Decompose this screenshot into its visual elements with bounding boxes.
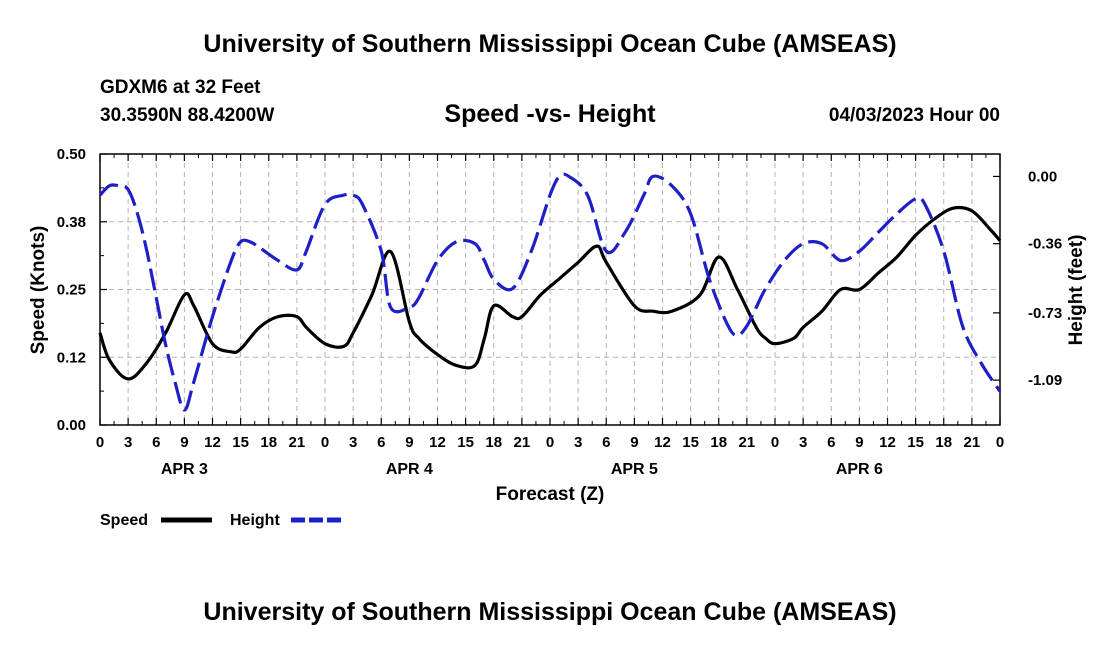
x-tick-label: 0 xyxy=(321,434,329,451)
x-tick-label: 3 xyxy=(349,434,357,451)
chart-title: Speed -vs- Height xyxy=(444,100,656,128)
y-right-tick-label: -1.09 xyxy=(1028,372,1062,389)
series-line-speed xyxy=(98,205,1002,381)
series-line-height xyxy=(98,172,1002,412)
axis-ticks xyxy=(99,153,1001,426)
y-right-tick-label: 0.00 xyxy=(1028,168,1057,185)
x-tick-label: 9 xyxy=(180,434,188,451)
x-tick-label: 0 xyxy=(996,434,1004,451)
y-right-tick-label: -0.73 xyxy=(1028,305,1062,322)
coords-label: 30.3590N 88.4200W xyxy=(100,105,275,126)
y-right-tick-label: -0.36 xyxy=(1028,236,1062,253)
x-tick-label: 12 xyxy=(879,434,896,451)
x-tick-label: 6 xyxy=(152,434,160,451)
x-tick-label: 9 xyxy=(855,434,863,451)
x-tick-label: 18 xyxy=(485,434,502,451)
x-tick-label: 0 xyxy=(546,434,554,451)
series xyxy=(98,172,1002,412)
y-axis-right-label: Height (feet) xyxy=(1066,235,1087,346)
x-day-label: APR 5 xyxy=(611,461,658,478)
x-tick-label: 18 xyxy=(710,434,727,451)
y-axis-left-label: Speed (Knots) xyxy=(28,226,49,355)
legend-height-label: Height xyxy=(230,512,280,529)
grid xyxy=(100,154,1000,425)
legend-speed-label: Speed xyxy=(100,512,148,529)
x-tick-label: 9 xyxy=(630,434,638,451)
x-tick-label: 6 xyxy=(602,434,610,451)
x-day-label: APR 3 xyxy=(161,461,208,478)
x-tick-label: 6 xyxy=(377,434,385,451)
x-tick-label: 21 xyxy=(964,434,981,451)
x-tick-label: 3 xyxy=(124,434,132,451)
x-day-label: APR 4 xyxy=(386,461,433,478)
y-left-tick-label: 0.25 xyxy=(57,282,86,299)
x-tick-label: 21 xyxy=(514,434,531,451)
x-tick-label: 0 xyxy=(96,434,104,451)
x-day-label: APR 6 xyxy=(836,461,883,478)
x-tick-label: 9 xyxy=(405,434,413,451)
x-tick-label: 3 xyxy=(799,434,807,451)
x-axis-label: Forecast (Z) xyxy=(496,484,605,505)
y-left-tick-label: 0.50 xyxy=(57,146,86,163)
x-tick-label: 12 xyxy=(429,434,446,451)
x-tick-label: 6 xyxy=(827,434,835,451)
axis-labels: 0 3 6 9 12 15 18 21 0 3 6 9 12 15 18 21 0 3 6 9 12 15 18 21 0 3 6 9… xyxy=(57,146,1062,478)
x-tick-label: 15 xyxy=(457,434,474,451)
x-tick-label: 15 xyxy=(232,434,249,451)
y-left-tick-label: 0.00 xyxy=(57,417,86,434)
title-top: University of Southern Mississippi Ocean… xyxy=(203,30,897,58)
x-tick-label: 21 xyxy=(739,434,756,451)
y-left-tick-label: 0.12 xyxy=(57,349,86,366)
x-tick-label: 12 xyxy=(654,434,671,451)
x-tick-label: 12 xyxy=(204,434,221,451)
station-label: GDXM6 at 32 Feet xyxy=(100,77,261,98)
y-left-tick-label: 0.38 xyxy=(57,214,86,231)
x-tick-label: 21 xyxy=(289,434,306,451)
legend: Speed Height xyxy=(100,512,342,529)
x-tick-label: 0 xyxy=(771,434,779,451)
x-tick-label: 15 xyxy=(907,434,924,451)
title-bottom: University of Southern Mississippi Ocean… xyxy=(203,598,897,626)
x-tick-label: 3 xyxy=(574,434,582,451)
x-tick-label: 18 xyxy=(935,434,952,451)
x-tick-label: 18 xyxy=(260,434,277,451)
x-tick-label: 15 xyxy=(682,434,699,451)
date-label: 04/03/2023 Hour 00 xyxy=(828,105,1000,126)
